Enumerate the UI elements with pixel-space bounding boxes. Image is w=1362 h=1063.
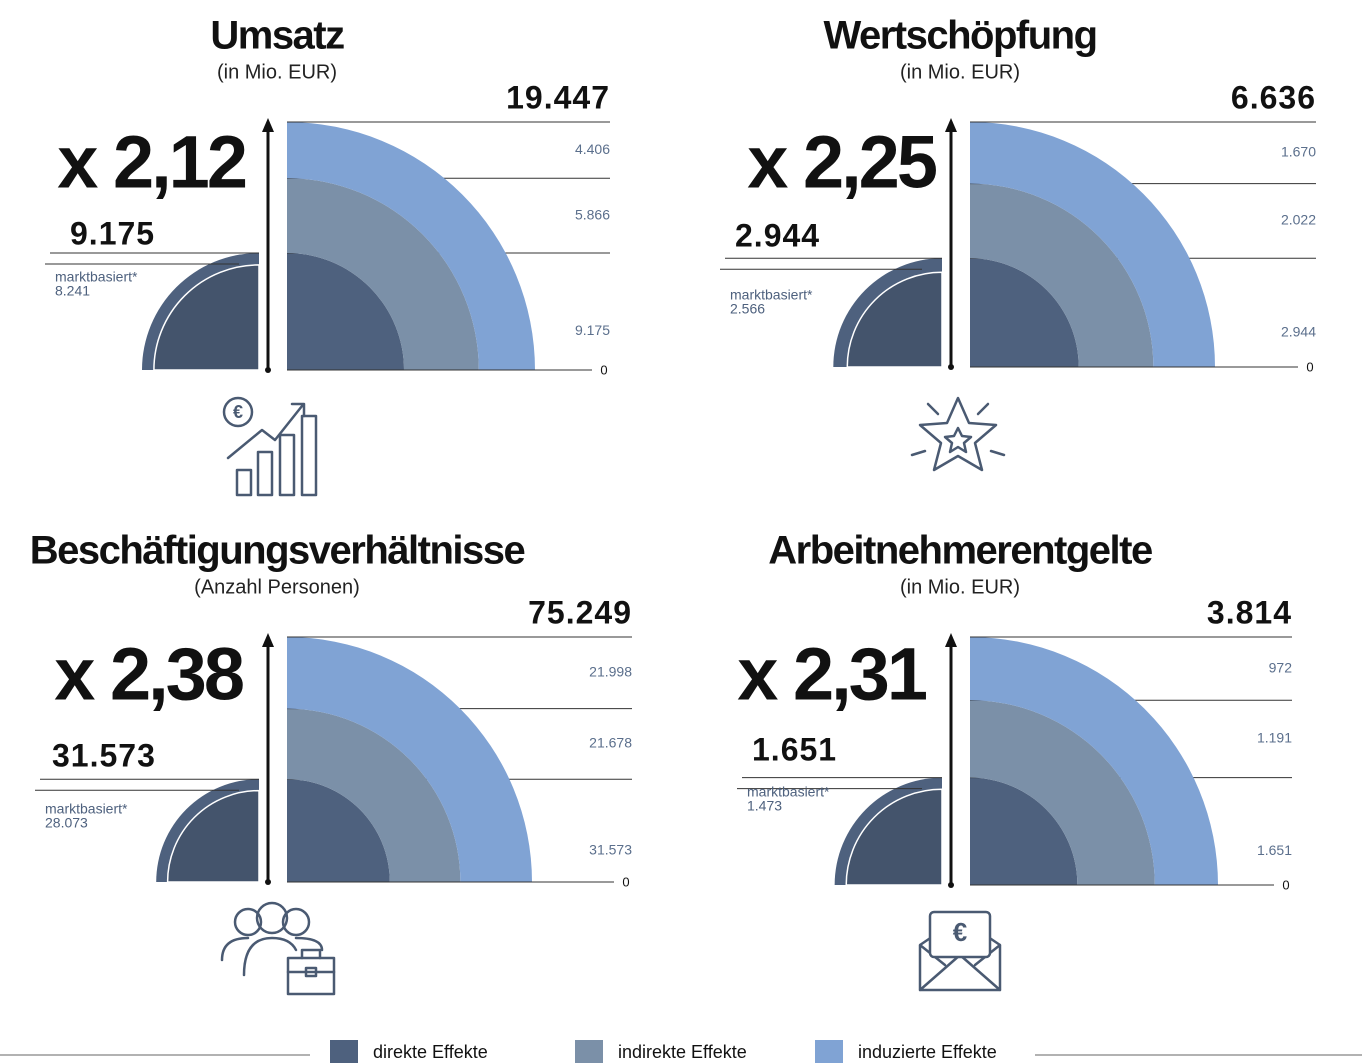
panel: Wertschöpfung (in Mio. EUR) 6.636 x 2,25 2.9… [720,14,1316,374]
marktbasiert-value: 1.473 [747,798,782,814]
legend-label: direkte Effekte [373,1042,488,1062]
axis-arrow [945,633,957,647]
legend-label: induzierte Effekte [858,1042,997,1062]
legend-swatch [330,1040,358,1063]
axis-dot [948,882,954,888]
segment-label: 1.191 [1257,730,1292,746]
marktbasiert-label: marktbasiert* [45,801,128,817]
marktbasiert-quarter [845,788,943,886]
total-label: 3.814 [1207,594,1292,630]
panel-subtitle: (in Mio. EUR) [900,576,1020,598]
marktbasiert-quarter [846,271,943,368]
icon-people [220,901,336,996]
segment-label: 2.944 [1281,323,1316,339]
axis-arrow [945,118,957,132]
effect-ring [287,252,405,370]
panel-subtitle: (Anzahl Personen) [194,576,360,598]
legend-label: indirekte Effekte [618,1042,747,1062]
segment-label: 21.998 [589,664,632,680]
segment-label: 1.651 [1257,842,1292,858]
marktbasiert-value: 8.241 [55,283,90,299]
multiplier: x 2,31 [737,633,927,716]
segment-label: 972 [1269,659,1293,675]
effect-ring [970,700,1155,885]
total-label: 19.447 [506,79,610,115]
panel-subtitle: (in Mio. EUR) [217,61,337,83]
marktbasiert-label: marktbasiert* [55,269,138,285]
segment-label: 4.406 [575,141,610,157]
panel-title: Umsatz [210,14,344,58]
marktbasiert-label: marktbasiert* [730,287,813,303]
effect-ring [287,779,390,882]
icon-star [910,396,1006,472]
panel: Beschäftigungsverhältnisse (Anzahl Person… [30,529,632,890]
effect-ring [287,178,479,370]
effect-ring [287,122,535,370]
effect-ring [287,708,461,882]
marktbasiert-label: marktbasiert* [747,784,830,800]
panel: Arbeitnehmerentgelte (in Mio. EUR) 3.814 x … [737,529,1293,892]
segment-label: 9.175 [575,322,610,338]
multiplier: x 2,12 [57,121,246,204]
direct-label: 31.573 [52,737,156,773]
panel-title: Wertschöpfung [823,14,1096,58]
svg-text:€: € [953,917,967,947]
legend-swatch [815,1040,843,1063]
segment-label: 2.022 [1281,212,1316,228]
effect-ring [970,637,1218,885]
multiplier: x 2,25 [747,121,937,204]
zero-label: 0 [1306,359,1313,374]
segment-label: 5.866 [575,206,610,222]
marktbasiert-value: 28.073 [45,815,88,831]
effect-ring [970,258,1079,367]
axis-dot [265,367,271,373]
direct-label: 2.944 [735,217,820,253]
segment-label: 21.678 [589,735,632,751]
total-label: 6.636 [1231,79,1316,115]
marktbasiert-quarter [153,264,260,371]
axis-dot [265,879,271,885]
panel-title: Beschäftigungsverhältnisse [30,529,525,573]
zero-label: 0 [622,874,629,889]
axis-arrow [262,118,274,132]
segment-label: 31.573 [589,841,632,857]
panel: Umsatz (in Mio. EUR) 19.447 x 2,12 9.175 5.86… [45,14,610,377]
marktbasiert-quarter [166,789,260,883]
direct-label: 1.651 [752,731,837,767]
legend-swatch [575,1040,603,1063]
icon-revenue: € [222,396,318,497]
effect-ring [287,637,532,882]
svg-text:€: € [233,402,243,422]
marktbasiert-value: 2.566 [730,301,765,317]
panel-subtitle: (in Mio. EUR) [900,61,1020,83]
icon-envelope: € [918,910,1002,992]
zero-label: 0 [600,362,607,377]
direct-label: 9.175 [70,215,155,251]
effect-ring [970,122,1215,367]
axis-dot [948,364,954,370]
total-label: 75.249 [528,594,632,630]
panel-title: Arbeitnehmerentgelte [768,529,1152,573]
effect-ring [970,777,1078,885]
multiplier: x 2,38 [54,633,243,716]
effect-ring [970,183,1154,367]
zero-label: 0 [1282,877,1289,892]
axis-arrow [262,633,274,647]
segment-label: 1.670 [1281,144,1316,160]
